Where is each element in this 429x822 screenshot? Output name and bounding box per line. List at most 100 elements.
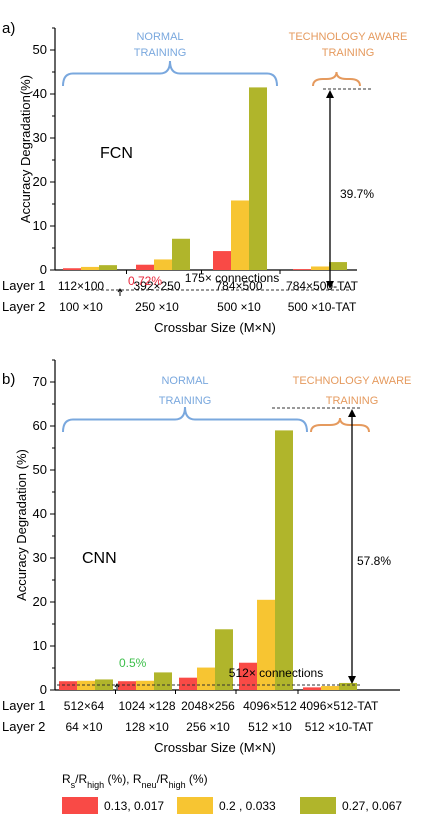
bar-series-1: [63, 268, 81, 270]
bar-series-1: [213, 251, 231, 270]
panel-label: a): [2, 20, 15, 37]
category-label-layer-2: 100 ×10: [59, 300, 103, 314]
small-gap-arrowhead: [114, 683, 120, 688]
legend-title-part: (%), R: [104, 772, 142, 786]
bar-series-2: [81, 266, 99, 270]
row-label-layer-2: Layer 2: [2, 719, 45, 734]
bar-series-1: [59, 681, 77, 690]
bar-series-2: [231, 200, 249, 270]
panel-label: b): [2, 371, 15, 388]
model-label: FCN: [100, 145, 133, 162]
category-label-layer-1: 2048×256: [181, 699, 235, 713]
category-label-layer-1: 4096×512-TAT: [300, 699, 379, 713]
y-tick-label: 40: [33, 506, 47, 521]
connections-label: 512× connections: [229, 666, 323, 680]
bar-series-2: [257, 599, 275, 690]
category-label-layer-2: 64 ×10: [65, 720, 102, 734]
bar-series-2: [311, 266, 329, 270]
bar-series-1: [118, 681, 136, 690]
small-gap-arrowhead: [117, 288, 123, 293]
row-label-layer-2: Layer 2: [2, 299, 45, 314]
legend-title-subscript: high: [87, 780, 104, 790]
bar-series-1: [179, 677, 197, 690]
gap-label: 39.7%: [340, 187, 374, 201]
bar-series-1: [136, 264, 154, 270]
legend-title: Rs/Rhigh (%), Rneu/Rhigh (%): [62, 772, 208, 790]
legend-label-2: 0.2 , 0.033: [219, 799, 276, 813]
bar-series-3: [329, 262, 347, 270]
panel-b-cnn: 0 10 20 30 40 50 60 70 Accuracy Degradation (%) L…: [2, 359, 412, 755]
bar-series-3: [99, 265, 117, 270]
y-tick-label: 60: [33, 418, 47, 433]
category-label-layer-2: 500 ×10: [217, 300, 261, 314]
small-gap-label: 0.5%: [119, 656, 147, 670]
category-label-layer-1: 1024 ×128: [118, 699, 175, 713]
x-axis-label: Crossbar Size (M×N): [154, 320, 276, 335]
legend-label-3: 0.27, 0.067: [342, 799, 402, 813]
model-label: CNN: [82, 550, 117, 567]
y-tick-label: 70: [33, 374, 47, 389]
y-tick-label: 0: [40, 682, 47, 697]
legend-title-part: R: [62, 772, 71, 786]
bar-series-1: [293, 269, 311, 270]
normal-training-label-line-2: TRAINING: [159, 395, 212, 407]
tat-brace: [310, 417, 370, 433]
bar-series-3: [275, 430, 293, 690]
bar-series-3: [249, 87, 267, 271]
bar-series-2: [154, 259, 172, 270]
y-axis-label: Accuracy Degradation(%): [18, 75, 33, 223]
category-label-layer-2: 500 ×10-TAT: [288, 300, 357, 314]
category-label-layer-1: 784×500-TAT: [286, 279, 359, 293]
gap-arrowhead-top: [348, 409, 356, 417]
legend-title-subscript: high: [169, 780, 186, 790]
y-tick-label: 30: [33, 550, 47, 565]
legend-swatch-1: [62, 797, 98, 814]
normal-training-brace: [62, 60, 278, 87]
legend-title-part: (%): [186, 772, 208, 786]
bar-series-3: [339, 682, 357, 690]
tat-brace: [312, 71, 361, 87]
legend-title-part: /R: [157, 772, 169, 786]
legend-title-part: /R: [75, 772, 87, 786]
bar-series-3: [154, 672, 172, 690]
legend: Rs/Rhigh (%), Rneu/Rhigh (%)0.13, 0.017 0…: [62, 772, 402, 814]
x-axis-label: Crossbar Size (M×N): [154, 740, 276, 755]
normal-training-label-line-1: NORMAL: [136, 31, 183, 43]
y-tick-label: 50: [33, 462, 47, 477]
row-label-layer-1: Layer 1: [2, 698, 45, 713]
panel-a-fcn: 0 10 20 30 40 50 Accuracy Degradation(%) Layer …: [2, 20, 407, 335]
legend-swatch-3: [300, 797, 336, 814]
category-label-layer-2: 512 ×10-TAT: [305, 720, 374, 734]
y-tick-label: 20: [33, 594, 47, 609]
legend-label-1: 0.13, 0.017: [104, 799, 164, 813]
y-tick-label: 30: [33, 130, 47, 145]
row-label-layer-1: Layer 1: [2, 278, 45, 293]
legend-swatch-2: [177, 797, 213, 814]
tat-label-line-1: TECHNOLOGY AWARE: [293, 375, 412, 387]
bar-series-2: [77, 680, 95, 690]
normal-training-label-line-2: TRAINING: [134, 47, 187, 59]
legend-title-subscript: neu: [142, 780, 157, 790]
gap-arrowhead-bottom: [348, 676, 356, 684]
connections-label: 175× connections: [185, 271, 279, 285]
y-tick-label: 40: [33, 86, 47, 101]
bar-series-3: [215, 629, 233, 690]
category-label-layer-1: 512×64: [64, 699, 105, 713]
bar-series-1: [303, 687, 321, 690]
category-label-layer-1: 4096×512: [243, 699, 297, 713]
category-label-layer-2: 512 ×10: [248, 720, 292, 734]
tat-label-line-2: TRAINING: [326, 395, 379, 407]
small-gap-label: 0.72%: [128, 274, 162, 288]
category-label-layer-2: 128 ×10: [125, 720, 169, 734]
normal-training-label-line-1: NORMAL: [161, 375, 208, 387]
legend-title-subscript: s: [71, 780, 76, 790]
y-tick-label: 20: [33, 174, 47, 189]
gap-arrowhead-bottom: [326, 281, 334, 289]
bar-series-3: [172, 238, 190, 270]
category-label-layer-1: 112×100: [58, 279, 104, 293]
bar-series-1: [239, 662, 257, 690]
gap-arrowhead-top: [326, 90, 334, 98]
normal-training-brace: [62, 406, 308, 433]
category-label-layer-2: 256 ×10: [186, 720, 230, 734]
